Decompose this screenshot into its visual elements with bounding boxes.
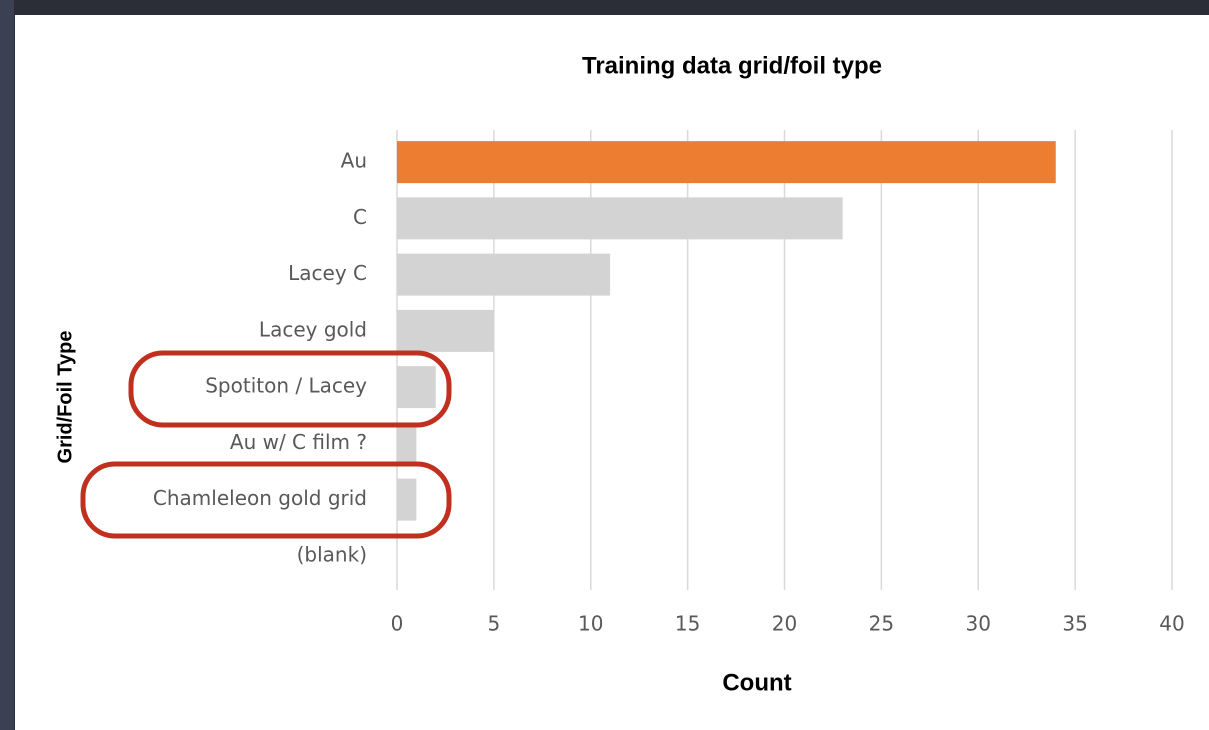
x-tick-label: 25 — [869, 612, 894, 636]
bar — [397, 478, 417, 521]
highlight-ring — [128, 350, 452, 428]
y-tick-label: (blank) — [297, 542, 367, 566]
x-tick-label: 5 — [488, 612, 501, 636]
y-tick-label: Au — [341, 149, 367, 173]
x-tick-label: 0 — [391, 612, 404, 636]
x-axis-label: Count — [722, 669, 791, 696]
y-tick-label: Lacey C — [288, 261, 367, 285]
bar — [397, 253, 611, 296]
bar — [397, 366, 436, 409]
x-tick-label: 35 — [1062, 612, 1087, 636]
x-tick-label: 30 — [966, 612, 991, 636]
plot-area: 0 5 10 15 20 25 30 35 40 Au C Lacey C Lacey gold Spot… — [153, 130, 1185, 636]
bar — [397, 309, 494, 352]
chart-panel — [15, 15, 1209, 730]
y-axis-label: Grid/Foil Type — [54, 331, 76, 464]
y-tick-label: Au w/ C film ? — [230, 430, 367, 454]
x-tick-label: 15 — [675, 612, 700, 636]
y-tick-label: Chamleleon gold grid — [153, 486, 367, 510]
chart-title: Training data grid/foil type — [582, 52, 882, 79]
x-tick-label: 10 — [578, 612, 603, 636]
bar — [397, 197, 843, 240]
highlight-ring — [80, 461, 452, 539]
bar — [397, 422, 417, 465]
x-tick-label: 20 — [772, 612, 797, 636]
window-edge — [0, 0, 14, 730]
y-tick-label: Spotiton / Lacey — [205, 374, 367, 398]
bar — [397, 141, 1056, 184]
y-tick-label: C — [353, 205, 367, 229]
y-tick-label: Lacey gold — [259, 317, 367, 341]
x-tick-label: 40 — [1159, 612, 1184, 636]
